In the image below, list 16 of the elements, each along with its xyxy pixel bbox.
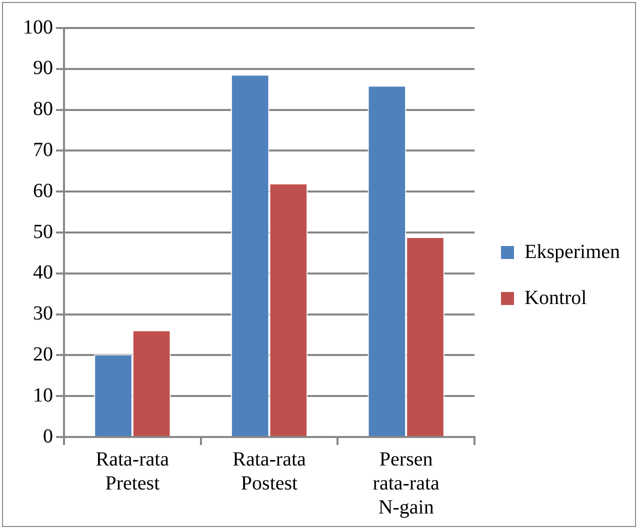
x-tick-label: Rata-rata Pretest bbox=[96, 448, 170, 494]
y-tick-label: 70 bbox=[33, 138, 53, 161]
y-tick-label: 100 bbox=[23, 16, 53, 38]
x-tick-label: Persen rata-rata N-gain bbox=[372, 448, 440, 518]
legend-label: Kontrol bbox=[524, 286, 588, 309]
y-tick-label: 80 bbox=[33, 98, 53, 120]
y-tick-label: 40 bbox=[33, 262, 53, 284]
x-tick-label: Rata-rata Postest bbox=[232, 448, 306, 494]
y-tick-label: 30 bbox=[33, 302, 53, 325]
y-tick-label: 0 bbox=[43, 425, 53, 448]
y-tick-label: 20 bbox=[33, 343, 53, 366]
y-tick-label: 50 bbox=[33, 220, 53, 243]
y-tick-label: 90 bbox=[33, 57, 53, 80]
y-tick-label: 60 bbox=[33, 180, 53, 202]
legend-label: Eksperimen bbox=[524, 240, 620, 263]
y-tick-label: 10 bbox=[33, 384, 53, 406]
